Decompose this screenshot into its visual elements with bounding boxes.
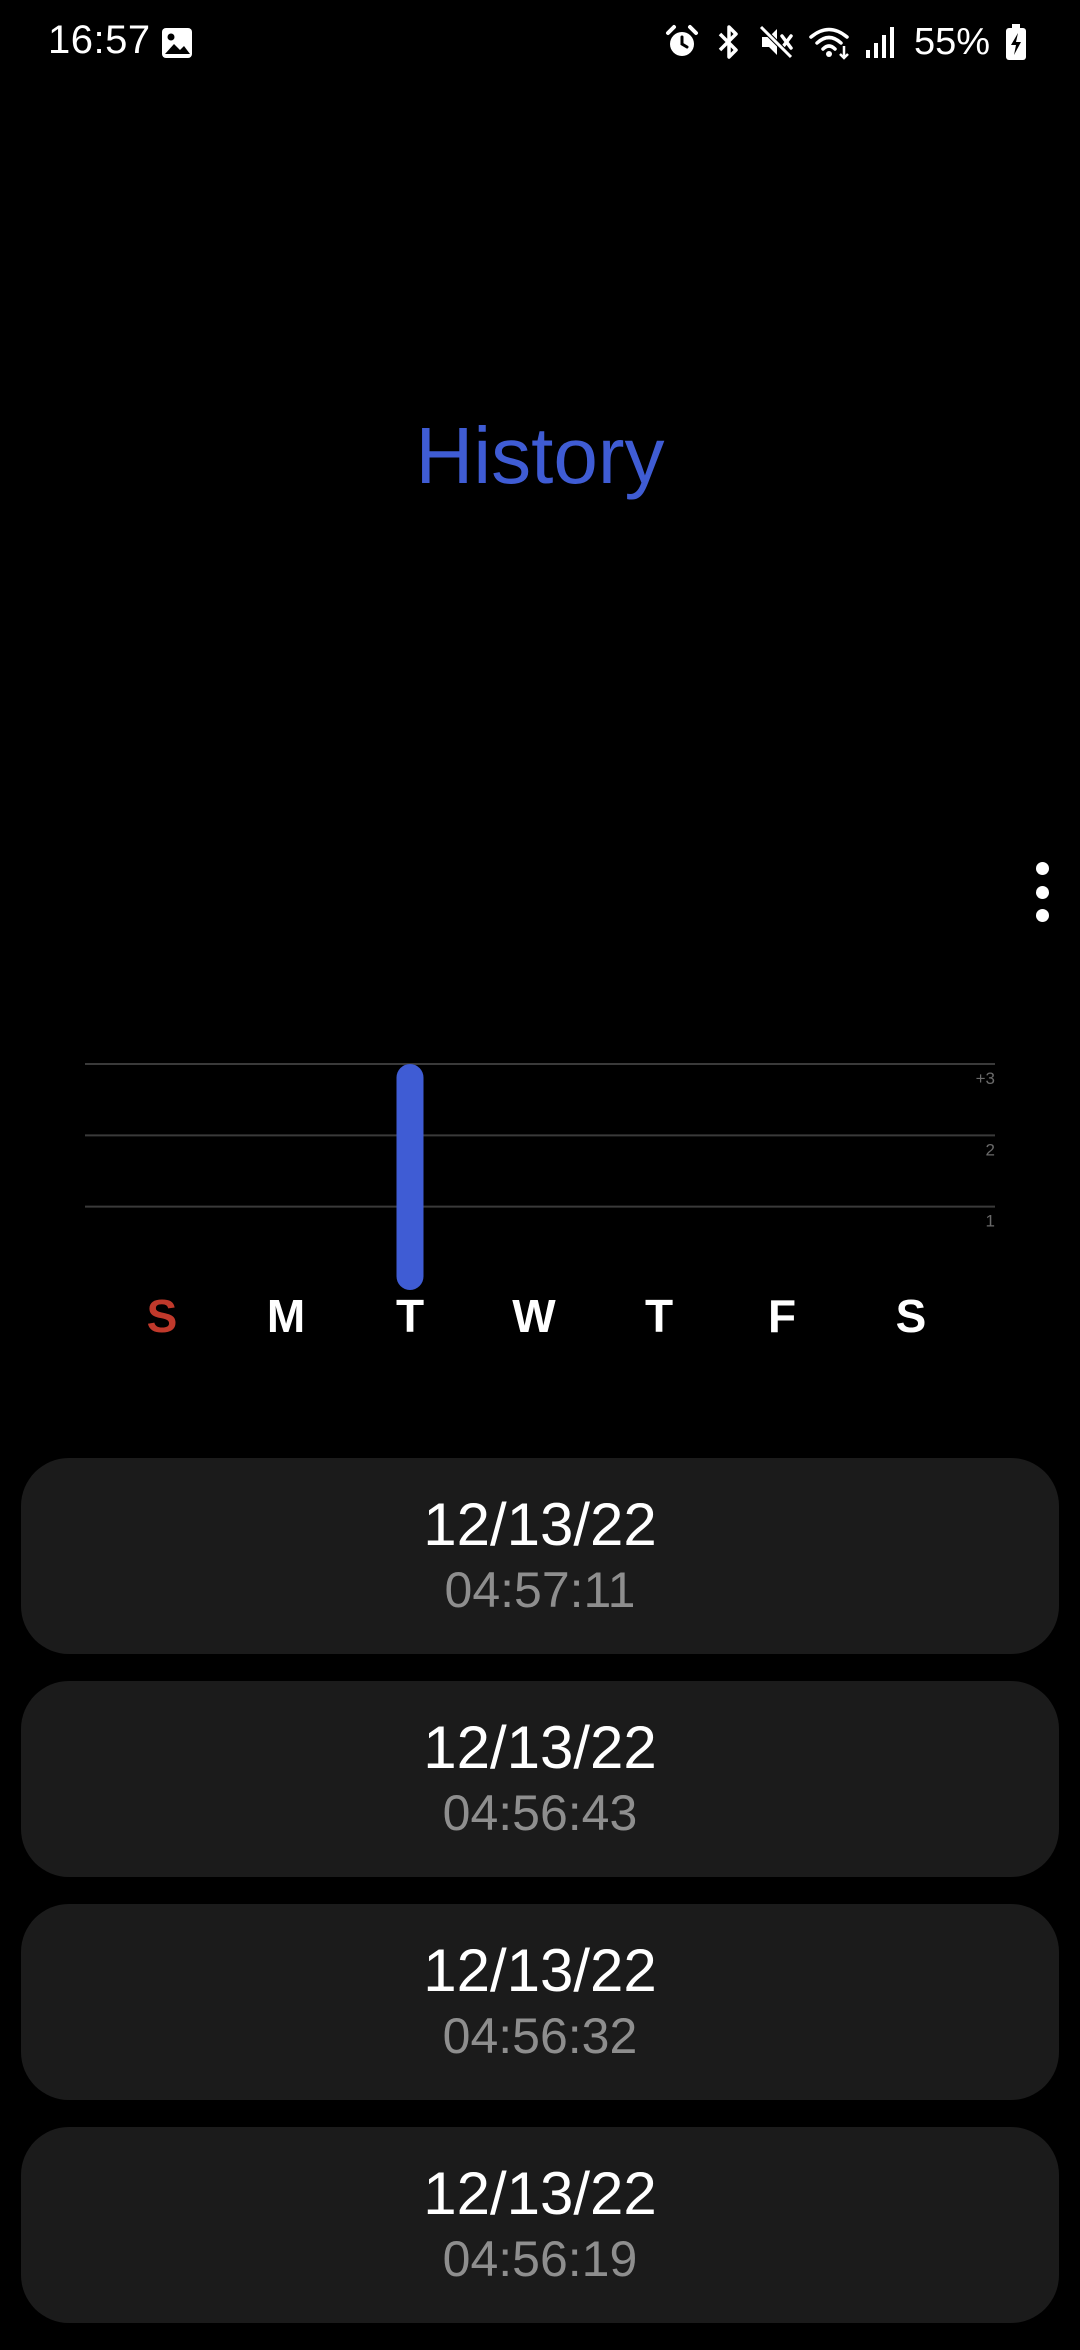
page-title: History [415, 411, 665, 500]
chart-y-tick-label: +3 [976, 1069, 995, 1088]
history-time: 04:57:11 [444, 1562, 636, 1618]
more-vertical-icon [1035, 862, 1049, 875]
history-chart: 1 2 +3 S M T W T F S [0, 1040, 1080, 1340]
chart-bar [396, 1064, 424, 1290]
chart-day-label[interactable]: S [147, 1290, 178, 1340]
status-bar: 16:57 [0, 0, 1080, 84]
history-date: 12/13/22 [423, 1714, 657, 1781]
battery-percentage: 55% [913, 20, 990, 63]
chart-day-label[interactable]: S [896, 1290, 927, 1340]
chart-day-label[interactable]: T [396, 1290, 424, 1340]
signal-icon [865, 27, 894, 58]
chart-day-label[interactable]: F [768, 1290, 796, 1340]
history-item[interactable]: 12/13/22 04:56:32 [21, 1904, 1059, 2100]
status-icons: 55% [664, 18, 1028, 66]
history-time: 04:56:19 [442, 2231, 638, 2287]
chart-y-tick-label: 2 [986, 1140, 995, 1159]
chart-day-label[interactable]: M [267, 1290, 305, 1340]
wifi-icon [809, 27, 849, 60]
battery-charging-icon [1006, 24, 1026, 60]
mute-icon [759, 25, 793, 59]
more-options-button[interactable] [1024, 862, 1060, 922]
alarm-icon [665, 25, 698, 56]
chart-y-tick-label: 1 [986, 1212, 995, 1231]
history-time: 04:56:32 [442, 2008, 638, 2064]
history-item[interactable]: 12/13/22 04:56:43 [21, 1681, 1059, 1877]
history-time: 04:56:43 [442, 1785, 638, 1841]
more-vertical-icon-dot [1035, 885, 1049, 899]
chart-svg: 1 2 +3 S M T W T F S [85, 1063, 995, 1340]
history-date: 12/13/22 [423, 2160, 657, 2227]
history-date: 12/13/22 [423, 1491, 657, 1558]
chart-day-label[interactable]: W [512, 1290, 556, 1340]
gallery-icon [162, 28, 192, 58]
more-vertical-icon-dot [1035, 909, 1049, 922]
history-item[interactable]: 12/13/22 04:56:19 [21, 2127, 1059, 2323]
chart-day-label[interactable]: T [645, 1290, 673, 1340]
history-item[interactable]: 12/13/22 04:57:11 [21, 1458, 1059, 1654]
history-list: 12/13/22 04:57:11 12/13/22 04:56:43 12/1… [21, 1458, 1059, 2350]
status-time: 16:57 [48, 18, 151, 62]
bluetooth-icon [718, 25, 738, 59]
history-date: 12/13/22 [423, 1937, 657, 2004]
